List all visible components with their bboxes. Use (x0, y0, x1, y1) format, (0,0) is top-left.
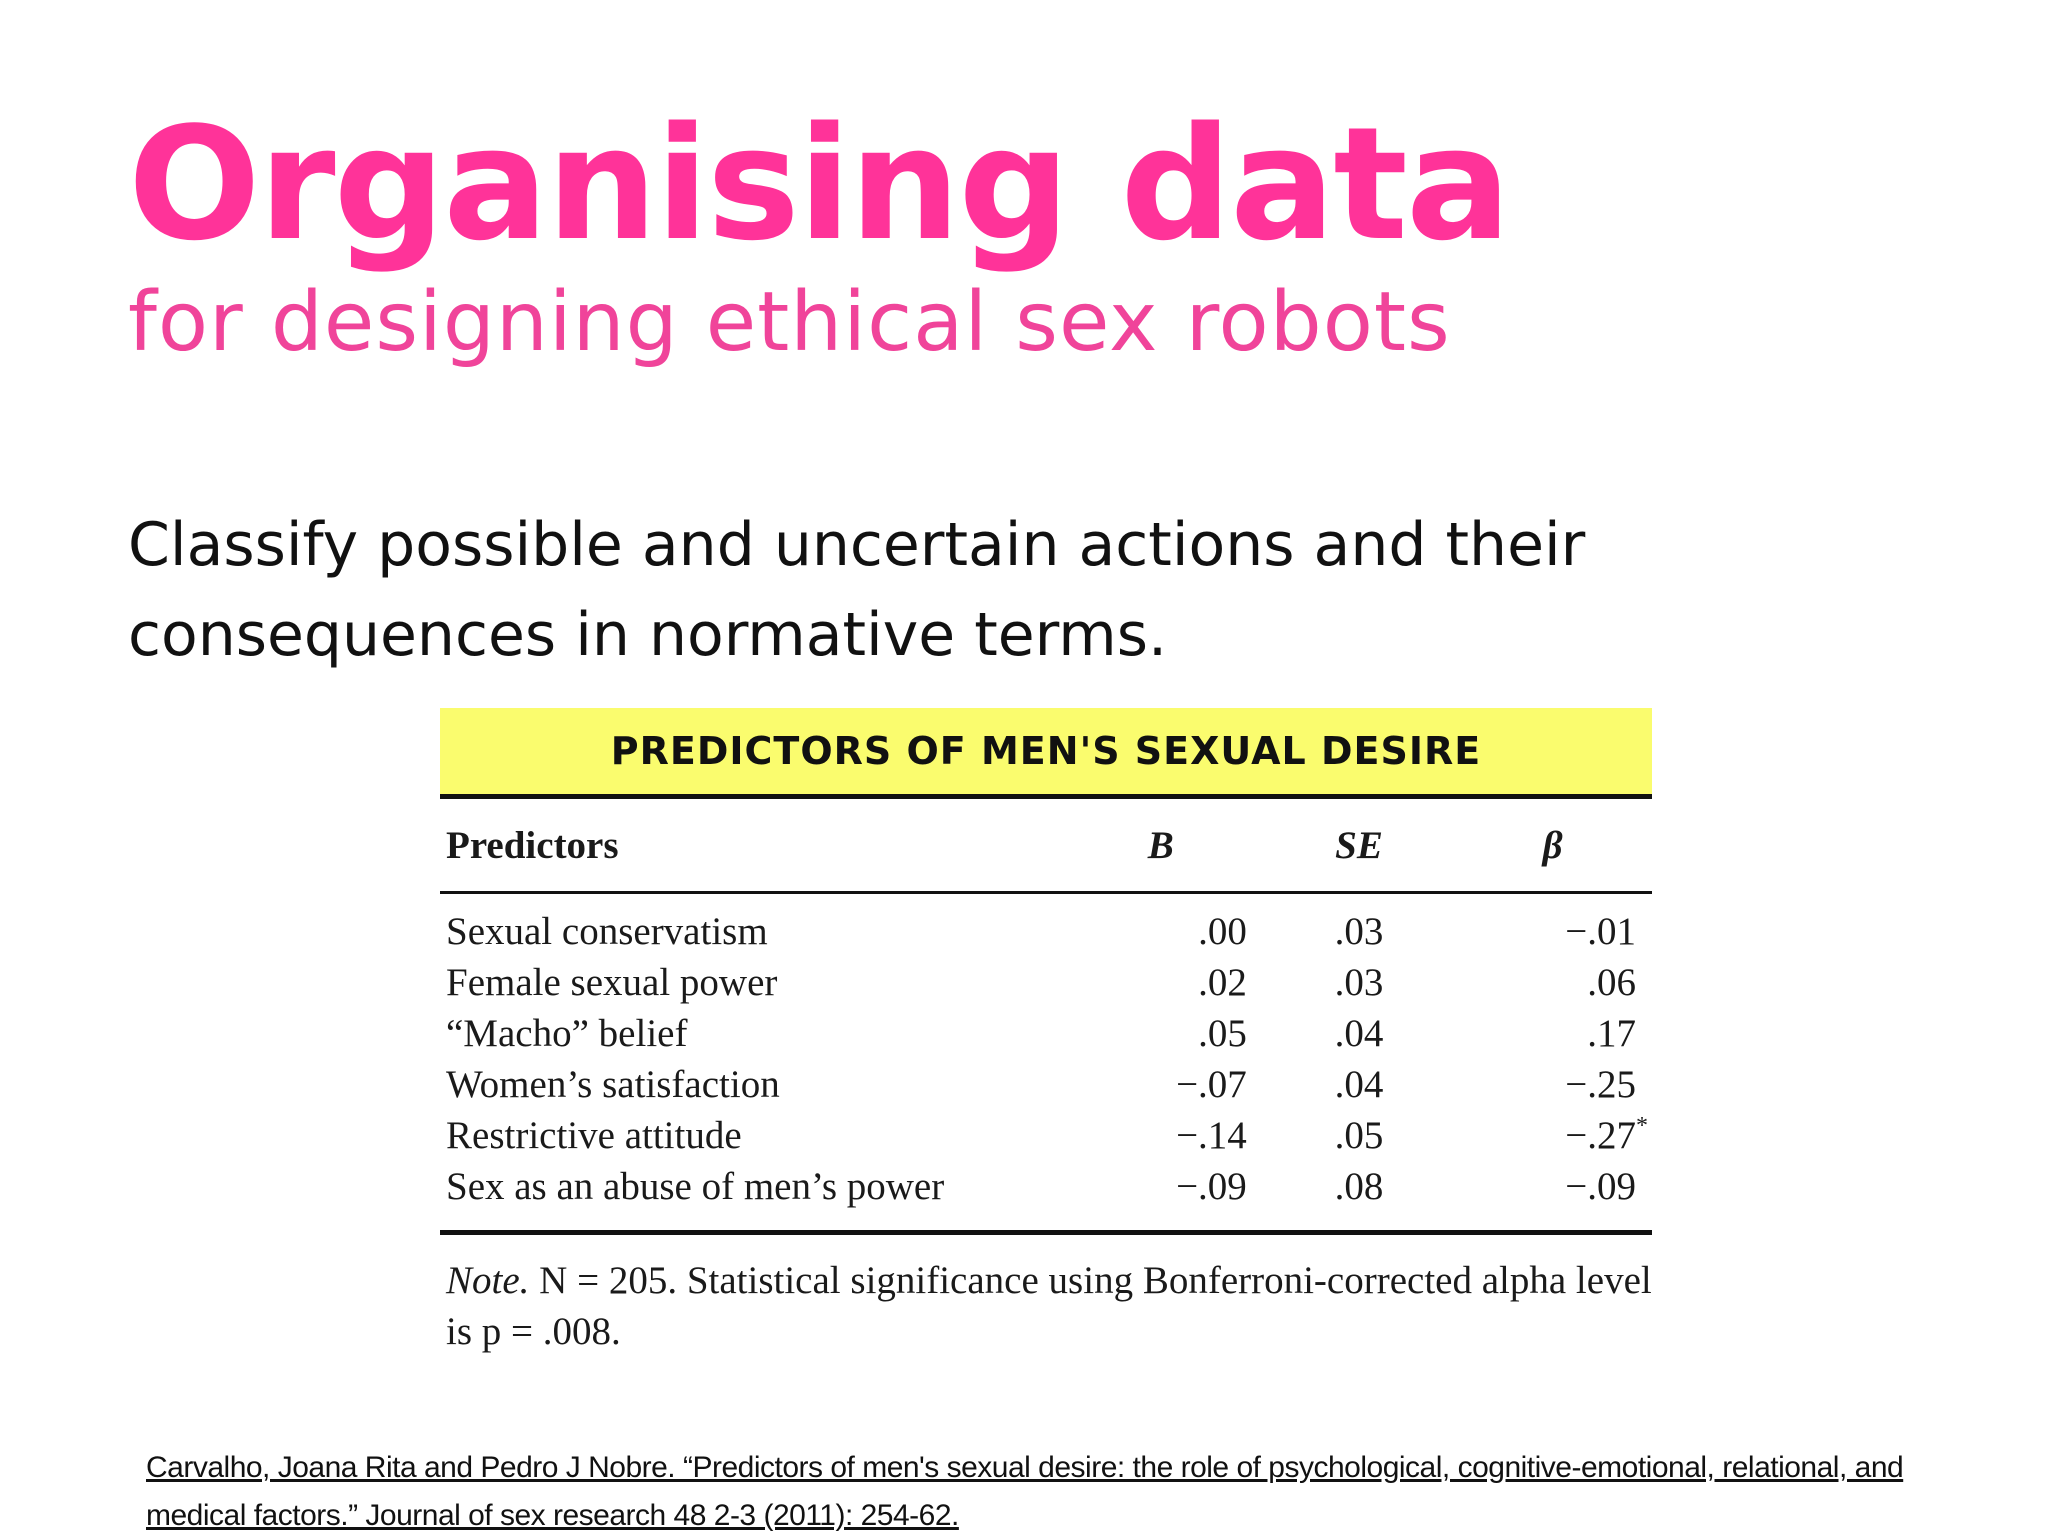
se-cell: .04 (1334, 1063, 1384, 1106)
column-header-beta: β (1453, 799, 1652, 894)
se-cell: .03 (1334, 961, 1384, 1004)
table-row: Sexual conservatism .00 .03 −.01 (440, 893, 1652, 958)
table-row: “Macho” belief .05 .04 .17 (440, 1008, 1652, 1059)
beta-value: .06 (1587, 961, 1636, 1004)
b-cell: −.14 (1176, 1114, 1247, 1157)
table-note-text: N = 205. Statistical significance using … (446, 1259, 1652, 1353)
beta-value: −.01 (1565, 910, 1636, 953)
beta-cell: .06 (1453, 957, 1652, 1008)
predictor-cell: “Macho” belief (446, 1012, 688, 1055)
predictor-cell: Sex as an abuse of men’s power (446, 1165, 945, 1208)
se-cell: .08 (1334, 1165, 1384, 1208)
beta-cell: .17 (1453, 1008, 1652, 1059)
predictor-cell: Restrictive attitude (446, 1114, 742, 1157)
column-header-se: SE (1264, 799, 1454, 894)
se-cell: .03 (1334, 910, 1384, 953)
b-cell: −.07 (1176, 1063, 1247, 1106)
table-header-row: Predictors B SE β (440, 799, 1652, 894)
column-header-predictors: Predictors (440, 799, 1057, 894)
beta-cell: −.01 (1453, 893, 1652, 958)
significance-marker: * (1636, 1113, 1648, 1139)
table-row: Restrictive attitude −.14 .05 −.27 * (440, 1110, 1652, 1161)
slide-subtitle: for designing ethical sex robots (128, 275, 1451, 370)
table-row: Women’s satisfaction −.07 .04 −.25 (440, 1059, 1652, 1110)
se-cell: .04 (1334, 1012, 1384, 1055)
beta-cell: −.09 (1453, 1161, 1652, 1224)
beta-cell: −.27 * (1453, 1110, 1652, 1161)
predictor-cell: Sexual conservatism (446, 910, 768, 953)
b-cell: .00 (1198, 910, 1247, 953)
predictors-table: Predictors B SE β Sexual conservatism .0… (440, 799, 1652, 1224)
b-cell: .05 (1198, 1012, 1247, 1055)
beta-cell: −.25 (1453, 1059, 1652, 1110)
beta-value: −.09 (1565, 1165, 1636, 1208)
predictors-table-panel: PREDICTORS OF MEN'S SEXUAL DESIRE Predic… (440, 708, 1652, 1357)
table-bottom-rule (440, 1230, 1652, 1235)
beta-value: −.25 (1565, 1063, 1636, 1106)
table-heading: PREDICTORS OF MEN'S SEXUAL DESIRE (440, 708, 1652, 799)
beta-value: −.27 (1565, 1114, 1636, 1157)
predictor-cell: Female sexual power (446, 961, 778, 1004)
predictor-cell: Women’s satisfaction (446, 1063, 780, 1106)
table-row: Sex as an abuse of men’s power −.09 .08 … (440, 1161, 1652, 1224)
table-note-label: Note. (446, 1259, 530, 1302)
b-cell: .02 (1198, 961, 1247, 1004)
slide-title: Organising data (128, 93, 1511, 275)
table-note: Note. N = 205. Statistical significance … (446, 1255, 1652, 1357)
reference-citation-link[interactable]: Carvalho, Joana Rita and Pedro J Nobre. … (146, 1451, 1904, 1532)
column-header-b: B (1056, 799, 1265, 894)
se-cell: .05 (1334, 1114, 1384, 1157)
table-row: Female sexual power .02 .03 .06 (440, 957, 1652, 1008)
b-cell: −.09 (1176, 1165, 1247, 1208)
slide-body-text: Classify possible and uncertain actions … (128, 510, 1586, 670)
beta-value: .17 (1587, 1012, 1636, 1055)
